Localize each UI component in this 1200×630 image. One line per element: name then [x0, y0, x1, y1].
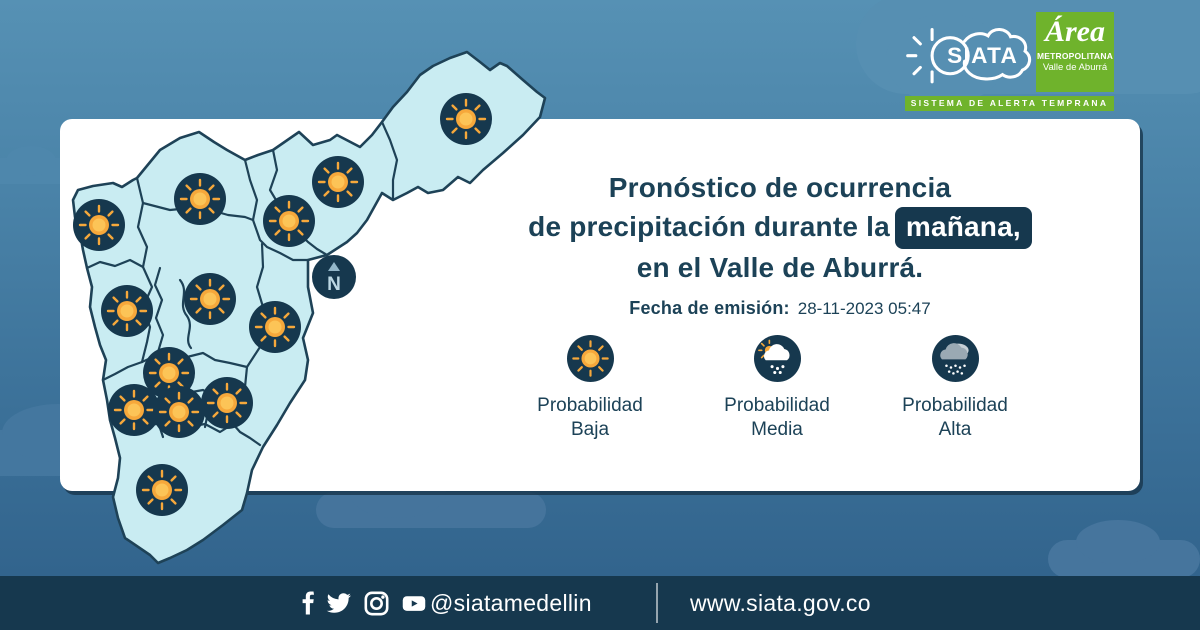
- sun-behind-rain-cloud-icon: [753, 335, 801, 387]
- aburra-map: N: [71, 50, 547, 565]
- compass-arrow-icon: [328, 262, 340, 271]
- sun-icon: [565, 333, 615, 387]
- brand-logos: SIATA Área METROPOLITANA Valle de Aburrá…: [905, 12, 1114, 111]
- title-line-3: en el Valle de Aburrá.: [636, 252, 924, 283]
- area-logo-line2: Valle de Aburrá: [1042, 62, 1108, 73]
- area-logo-script: Área: [1045, 15, 1105, 48]
- map-sun-marker: [199, 375, 255, 431]
- legend-label: Alta: [938, 419, 972, 440]
- map-sun-marker: [247, 299, 303, 355]
- siata-logo: SIATA: [906, 27, 1032, 84]
- instagram-icon: [363, 590, 390, 617]
- map-sun-marker: [310, 154, 366, 210]
- area-logo-line1: METROPOLITANA: [1036, 51, 1114, 61]
- map-sun-marker: [106, 382, 162, 438]
- social-handle: @siatamedellin: [430, 589, 592, 616]
- legend-item-alta: Probabilidad Alta: [860, 335, 1050, 442]
- map-sun-marker: [71, 197, 127, 253]
- map-sun-marker: [134, 462, 190, 518]
- footer-content: @siatamedellin www.siata.gov.co: [0, 576, 1200, 630]
- map-sun-marker: [438, 91, 494, 147]
- map-sun-marker: [261, 193, 317, 249]
- legend-item-media: Probabilidad Media: [682, 335, 872, 442]
- legend-label: Probabilidad: [724, 395, 830, 416]
- twitter-icon: [324, 590, 354, 616]
- legend-label: Media: [751, 419, 803, 440]
- siata-logo-text: SIATA: [947, 43, 1018, 68]
- footer-divider: [656, 583, 658, 623]
- footer-bar: [0, 576, 1200, 630]
- website-url: www.siata.gov.co: [690, 589, 871, 616]
- legend-label: Baja: [570, 419, 610, 440]
- title-line-2: de precipitación durante la mañana,: [468, 207, 1092, 249]
- headline: Pronóstico de ocurrencia de precipitació…: [468, 169, 1092, 319]
- emission-date: Fecha de emisión: 28-11-2023 05:47: [468, 298, 1092, 319]
- background-cloud: [856, 0, 1200, 104]
- map-sun-marker: [151, 384, 207, 440]
- compass: N: [312, 255, 356, 299]
- social-icons: [298, 576, 429, 630]
- youtube-icon: [399, 590, 429, 617]
- map-sun-marker: [182, 271, 238, 327]
- map-sun-marker: [172, 171, 228, 227]
- map-sun-marker: [99, 283, 155, 339]
- title-line-1: Pronóstico de ocurrencia: [608, 172, 952, 203]
- emission-label: Fecha de emisión:: [629, 298, 790, 318]
- legend-label: Probabilidad: [537, 395, 643, 416]
- emission-value: 28-11-2023 05:47: [797, 299, 931, 318]
- period-highlight-badge: mañana,: [894, 207, 1032, 249]
- legend-item-baja: Probabilidad Baja: [495, 333, 685, 442]
- rain-cloud-icon: [931, 335, 979, 387]
- legend-label: Probabilidad: [902, 395, 1008, 416]
- area-metropolitana-logo: Área METROPOLITANA Valle de Aburrá: [1036, 12, 1114, 92]
- background-cloud: [1048, 520, 1200, 578]
- facebook-icon: [298, 589, 315, 617]
- siata-tagline: SISTEMA DE ALERTA TEMPRANA: [905, 96, 1114, 111]
- compass-label: N: [327, 274, 341, 295]
